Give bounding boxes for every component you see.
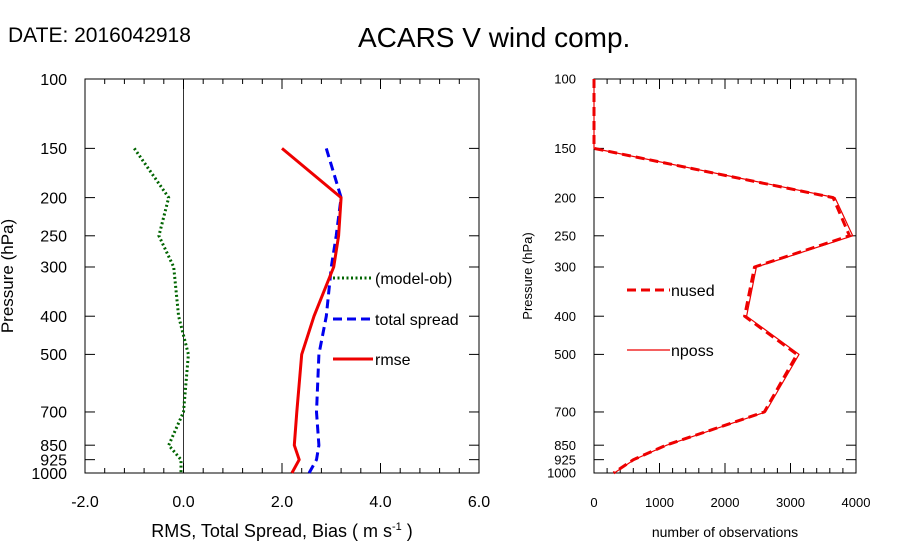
x-axis-label: RMS, Total Spread, Bias ( m s-1 ): [151, 521, 413, 541]
date-label: DATE: 2016042918: [8, 24, 191, 47]
y-tick-label: 1000: [31, 466, 67, 483]
x-tick-label: 1000: [645, 495, 674, 510]
y-tick-label: 200: [40, 190, 67, 207]
x-tick-label: 0: [590, 495, 597, 510]
legend-label: (model-ob): [375, 271, 452, 288]
y-tick-label: 1000: [547, 466, 576, 481]
plot-frame-1: [593, 78, 857, 474]
legend-label: total spread: [375, 312, 459, 329]
y-tick-label: 200: [554, 190, 576, 205]
y-tick-label: 250: [40, 229, 67, 246]
y-tick-label: 100: [554, 72, 576, 87]
legend-label: nused: [671, 283, 715, 300]
x-tick-label: 2000: [711, 495, 740, 510]
series-line-totalspread: [307, 147, 343, 474]
y-tick-label: 150: [40, 141, 67, 158]
x-tick-label: 6.0: [468, 494, 490, 511]
x-axis-label: number of observations: [652, 524, 798, 540]
x-axis-unit-exponent: -1: [392, 521, 402, 533]
chart-title: ACARS V wind comp.: [358, 22, 631, 53]
y-tick-label: 400: [40, 309, 67, 326]
legend-label: rmse: [375, 352, 411, 369]
y-axis-label: Pressure (hPa): [520, 232, 535, 319]
y-tick-label: 850: [554, 438, 576, 453]
x-tick-label: 4000: [842, 495, 871, 510]
y-tick-label: 700: [554, 405, 576, 420]
header: DATE: 2016042918 ACARS V wind comp.: [0, 0, 900, 70]
y-axis-label: Pressure (hPa): [0, 219, 17, 333]
series-line-modelob: [133, 147, 190, 473]
series-line-nposs: [593, 79, 854, 474]
series-line-nused: [592, 79, 851, 475]
series-line-rmse: [281, 147, 343, 474]
y-tick-label: 925: [554, 452, 576, 467]
x-axis-label-close: ): [402, 521, 413, 541]
legend-label: nposs: [671, 343, 714, 360]
y-tick-label: 150: [554, 141, 576, 156]
y-tick-label: 300: [40, 260, 67, 277]
y-tick-label: 925: [40, 452, 67, 469]
y-tick-label: 700: [40, 405, 67, 422]
y-tick-label: 500: [554, 347, 576, 362]
y-tick-label: 100: [40, 72, 67, 89]
x-tick-label: 0.0: [172, 494, 194, 511]
x-tick-label: -2.0: [71, 494, 99, 511]
y-tick-label: 850: [40, 438, 67, 455]
y-tick-label: 500: [40, 347, 67, 364]
y-tick-label: 250: [554, 228, 576, 243]
x-tick-label: 4.0: [369, 494, 391, 511]
y-tick-label: 400: [554, 309, 576, 324]
x-tick-label: 2.0: [271, 494, 293, 511]
y-tick-label: 300: [554, 260, 576, 275]
x-tick-label: 3000: [776, 495, 805, 510]
